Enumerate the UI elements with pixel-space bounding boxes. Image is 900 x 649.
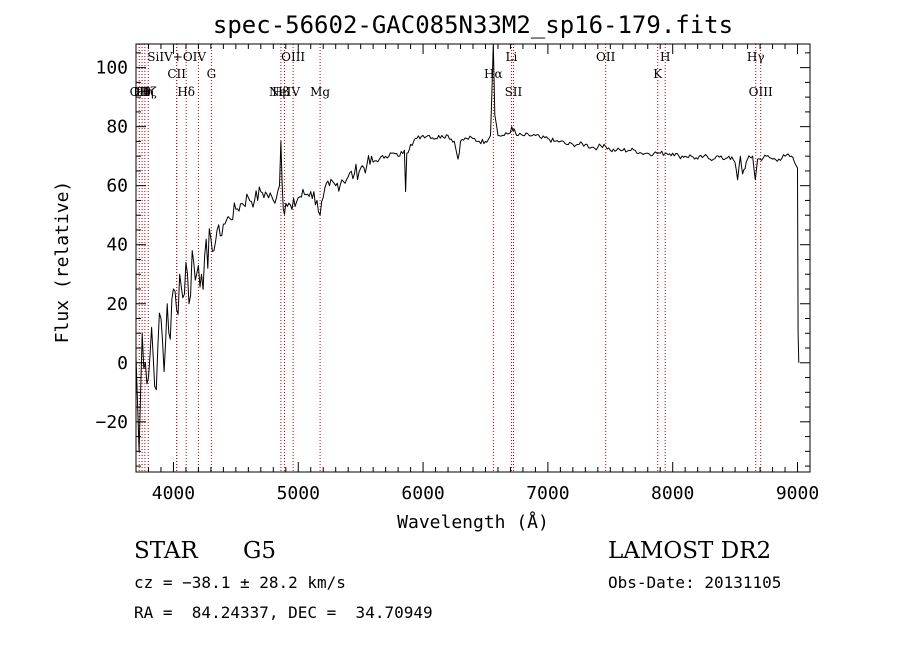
x-tick-label-0: 4000 — [152, 483, 195, 504]
marker-label-1: Hθ — [133, 85, 151, 99]
marker-label-3: Hζ — [140, 85, 157, 99]
x-tick-label-4: 8000 — [651, 483, 694, 504]
x-tick-label-5: 9000 — [776, 483, 819, 504]
x-tick-label-2: 6000 — [401, 483, 444, 504]
x-axis-label: Wavelength (Å) — [397, 511, 549, 533]
object-class: STAR — [134, 538, 198, 564]
spectral-subclass: G5 — [243, 538, 277, 564]
marker-label-11: OIII — [281, 50, 305, 64]
marker-label-20: OIII — [749, 85, 773, 99]
marker-label-0: OII — [130, 85, 150, 99]
y-tick-label-2: 20 — [106, 294, 128, 315]
observation-date: Obs-Date: 20131105 — [608, 573, 782, 592]
y-tick-label-0: −20 — [95, 412, 128, 433]
spectral-line-markers: OIIHθHηHζSiIV+OIVCIIHδGHβNeIVOIIIMgHαLiS… — [130, 44, 773, 472]
marker-label-10: NeIV — [269, 85, 300, 99]
marker-label-5: CII — [167, 67, 186, 81]
marker-label-18: H — [660, 50, 670, 64]
y-tick-label-1: 0 — [117, 353, 128, 374]
spectrum-series — [135, 43, 800, 452]
plot-frame — [135, 43, 811, 473]
marker-label-16: OII — [596, 50, 616, 64]
y-tick-label-5: 80 — [106, 117, 128, 138]
marker-label-8: G — [207, 67, 217, 81]
marker-label-19: Hγ — [747, 50, 765, 64]
coordinates: RA = 84.24337, DEC = 34.70949 — [134, 603, 433, 622]
marker-label-6: Hδ — [177, 85, 195, 99]
redshift-cz: cz = −38.1 ± 28.2 km/s — [134, 573, 346, 592]
marker-label-9: Hβ — [272, 85, 289, 99]
y-tick-label-3: 40 — [106, 235, 128, 256]
chart-title: spec-56602-GAC085N33M2_sp16-179.fits — [213, 11, 733, 39]
marker-label-15: SII — [505, 85, 523, 99]
spectrum-line-0 — [135, 43, 800, 452]
x-tick-label-1: 5000 — [277, 483, 320, 504]
marker-label-14: Li — [506, 50, 518, 64]
marker-label-2: Hη — [136, 85, 154, 99]
y-axis-label: Flux (relative) — [52, 181, 73, 344]
marker-label-13: Hα — [484, 67, 503, 81]
y-tick-label-4: 60 — [106, 176, 128, 197]
x-tick-label-3: 7000 — [526, 483, 569, 504]
y-tick-label-6: 100 — [95, 58, 128, 79]
axes: 4000 5000 6000 7000 8000 9000 −20 0 20 40 60 80 100 — [95, 44, 819, 504]
marker-label-17: K — [653, 67, 663, 81]
survey-name: LAMOST DR2 — [608, 538, 772, 564]
marker-label-12: Mg — [310, 85, 330, 99]
